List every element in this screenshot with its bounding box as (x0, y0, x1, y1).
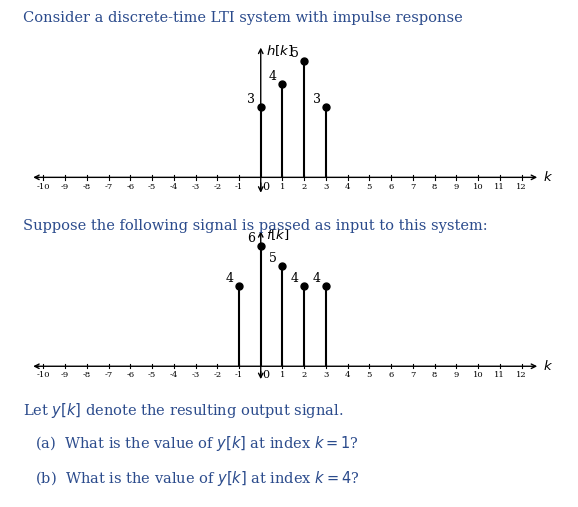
Text: -3: -3 (191, 183, 199, 191)
Text: 6: 6 (247, 232, 255, 244)
Text: -5: -5 (148, 183, 156, 191)
Text: 6: 6 (388, 183, 394, 191)
Text: -10: -10 (36, 183, 50, 191)
Text: 12: 12 (516, 371, 527, 379)
Text: -7: -7 (105, 371, 113, 379)
Text: -9: -9 (61, 371, 69, 379)
Text: $k$: $k$ (543, 359, 553, 373)
Text: 6: 6 (388, 371, 394, 379)
Text: 1: 1 (280, 371, 285, 379)
Text: 0: 0 (262, 182, 269, 192)
Text: 10: 10 (473, 183, 483, 191)
Text: 11: 11 (494, 183, 505, 191)
Text: 0: 0 (262, 370, 269, 380)
Text: Suppose the following signal is passed as input to this system:: Suppose the following signal is passed a… (23, 219, 488, 233)
Text: -5: -5 (148, 371, 156, 379)
Text: (b)  What is the value of $y[k]$ at index $k = 4$?: (b) What is the value of $y[k]$ at index… (35, 469, 360, 488)
Text: 5: 5 (366, 371, 372, 379)
Text: -6: -6 (126, 183, 135, 191)
Text: -8: -8 (83, 371, 91, 379)
Text: $h[k]$: $h[k]$ (265, 44, 293, 58)
Text: 1: 1 (280, 183, 285, 191)
Text: 3: 3 (323, 371, 329, 379)
Text: -1: -1 (235, 371, 243, 379)
Text: 4: 4 (225, 272, 234, 285)
Text: 5: 5 (291, 47, 299, 59)
Text: Let $y[k]$ denote the resulting output signal.: Let $y[k]$ denote the resulting output s… (23, 401, 343, 419)
Text: -4: -4 (169, 183, 178, 191)
Text: Consider a discrete-time LTI system with impulse response: Consider a discrete-time LTI system with… (23, 11, 463, 25)
Text: -2: -2 (213, 183, 221, 191)
Text: 7: 7 (410, 183, 416, 191)
Text: 9: 9 (454, 183, 459, 191)
Text: 4: 4 (269, 70, 277, 83)
Text: 3: 3 (323, 183, 329, 191)
Text: $f[k]$: $f[k]$ (265, 227, 289, 242)
Text: 5: 5 (269, 252, 277, 265)
Text: -8: -8 (83, 183, 91, 191)
Text: 12: 12 (516, 183, 527, 191)
Text: 3: 3 (313, 93, 321, 106)
Text: 4: 4 (291, 272, 299, 285)
Text: 8: 8 (432, 183, 438, 191)
Text: 4: 4 (313, 272, 321, 285)
Text: 8: 8 (432, 371, 438, 379)
Text: $k$: $k$ (543, 170, 553, 185)
Text: 3: 3 (247, 93, 255, 106)
Text: 4: 4 (345, 183, 350, 191)
Text: 2: 2 (302, 371, 307, 379)
Text: 7: 7 (410, 371, 416, 379)
Text: -2: -2 (213, 371, 221, 379)
Text: -3: -3 (191, 371, 199, 379)
Text: 9: 9 (454, 371, 459, 379)
Text: -7: -7 (105, 183, 113, 191)
Text: 2: 2 (302, 183, 307, 191)
Text: 10: 10 (473, 371, 483, 379)
Text: -1: -1 (235, 183, 243, 191)
Text: -10: -10 (36, 371, 50, 379)
Text: (a)  What is the value of $y[k]$ at index $k = 1$?: (a) What is the value of $y[k]$ at index… (35, 434, 359, 453)
Text: -9: -9 (61, 183, 69, 191)
Text: -4: -4 (169, 371, 178, 379)
Text: -6: -6 (126, 371, 135, 379)
Text: 5: 5 (366, 183, 372, 191)
Text: 4: 4 (345, 371, 350, 379)
Text: 11: 11 (494, 371, 505, 379)
